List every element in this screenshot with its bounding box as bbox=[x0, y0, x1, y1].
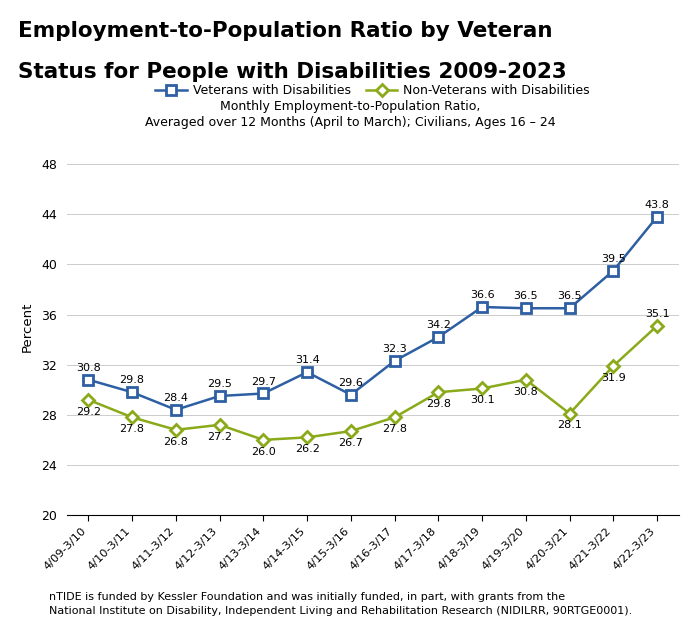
Text: 39.5: 39.5 bbox=[601, 254, 626, 264]
Text: 31.9: 31.9 bbox=[601, 373, 626, 383]
Text: Status for People with Disabilities 2009-2023: Status for People with Disabilities 2009… bbox=[18, 62, 566, 82]
Text: 36.5: 36.5 bbox=[557, 291, 582, 301]
Text: 36.5: 36.5 bbox=[514, 291, 538, 301]
Text: 35.1: 35.1 bbox=[645, 309, 669, 319]
Text: 31.4: 31.4 bbox=[295, 355, 319, 365]
Y-axis label: Percent: Percent bbox=[21, 302, 34, 352]
Text: 34.2: 34.2 bbox=[426, 320, 451, 330]
Text: 29.8: 29.8 bbox=[426, 399, 451, 409]
Text: 30.1: 30.1 bbox=[470, 396, 494, 405]
Text: nTIDE is funded by Kessler Foundation and was initially funded, in part, with gr: nTIDE is funded by Kessler Foundation an… bbox=[49, 592, 632, 616]
Text: 32.3: 32.3 bbox=[382, 344, 407, 354]
Text: 26.0: 26.0 bbox=[251, 447, 276, 457]
Text: 29.8: 29.8 bbox=[120, 375, 145, 386]
Text: 28.4: 28.4 bbox=[163, 393, 188, 403]
Text: 30.8: 30.8 bbox=[514, 387, 538, 397]
Text: 27.2: 27.2 bbox=[207, 432, 232, 442]
Text: 28.1: 28.1 bbox=[557, 420, 582, 430]
Text: 27.8: 27.8 bbox=[382, 424, 407, 434]
Legend: Veterans with Disabilities, Non-Veterans with Disabilities: Veterans with Disabilities, Non-Veterans… bbox=[150, 80, 595, 102]
Text: 27.8: 27.8 bbox=[120, 424, 145, 434]
Text: 43.8: 43.8 bbox=[645, 200, 670, 210]
Text: 29.7: 29.7 bbox=[251, 377, 276, 387]
Text: 26.2: 26.2 bbox=[295, 444, 320, 454]
Text: Monthly Employment-to-Population Ratio,: Monthly Employment-to-Population Ratio, bbox=[220, 100, 480, 113]
Text: 36.6: 36.6 bbox=[470, 290, 494, 300]
Text: Employment-to-Population Ratio by Veteran: Employment-to-Population Ratio by Vetera… bbox=[18, 21, 552, 40]
Text: 29.5: 29.5 bbox=[207, 379, 232, 389]
Text: 29.2: 29.2 bbox=[76, 406, 101, 416]
Text: 26.7: 26.7 bbox=[338, 438, 363, 448]
Text: 26.8: 26.8 bbox=[163, 437, 188, 447]
Text: 29.6: 29.6 bbox=[338, 378, 363, 388]
Text: Averaged over 12 Months (April to March); Civilians, Ages 16 – 24: Averaged over 12 Months (April to March)… bbox=[145, 116, 555, 129]
Text: 30.8: 30.8 bbox=[76, 363, 101, 373]
